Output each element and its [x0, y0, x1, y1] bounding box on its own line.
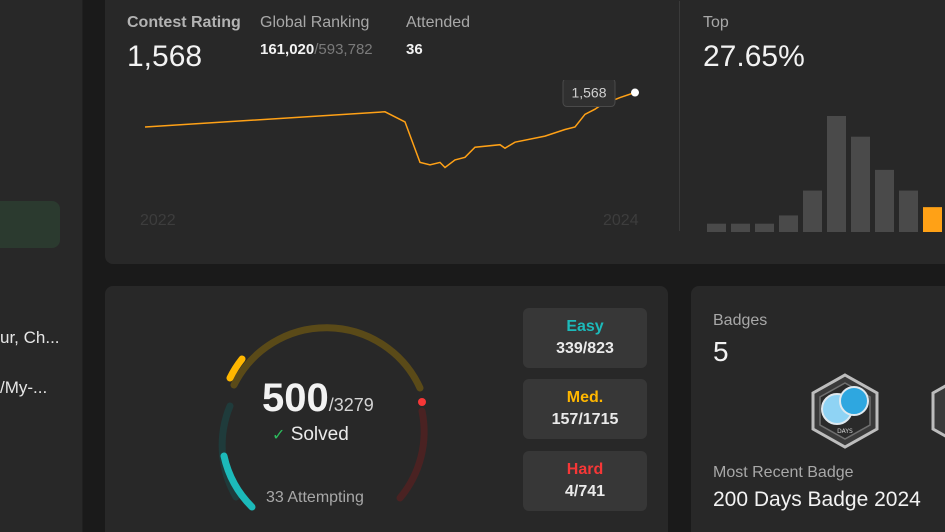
contest-rating-card: Contest Rating 1,568 Global Ranking 161,… — [105, 0, 945, 264]
badges-label: Badges — [713, 312, 768, 329]
global-ranking-value: 161,020/593,782 — [260, 41, 373, 58]
hard-label: Hard — [566, 461, 604, 478]
distribution-bar — [899, 190, 918, 232]
chart-year-start: 2022 — [140, 212, 176, 229]
distribution-bar — [755, 223, 774, 232]
contest-rating-value: 1,568 — [127, 40, 203, 73]
medium-label: Med. — [566, 389, 604, 406]
rating-tooltip: 1,568 — [562, 80, 616, 108]
check-icon: ✓ — [272, 427, 286, 444]
easy-progress — [220, 452, 256, 511]
rating-current-point — [631, 88, 639, 97]
solved-label-row: ✓ Solved — [272, 424, 349, 446]
easy-label: Easy — [566, 318, 604, 335]
badge-icon-partial[interactable] — [929, 373, 945, 449]
sidebar-action-button[interactable] — [0, 201, 60, 248]
solved-progress-ring — [218, 324, 428, 511]
sidebar: ur, Ch... /My-... — [0, 0, 83, 532]
easy-stat[interactable]: Easy 339/823 — [523, 308, 647, 368]
distribution-bar — [827, 116, 846, 232]
medium-stat[interactable]: Med. 157/1715 — [523, 379, 647, 439]
easy-track — [218, 402, 240, 501]
distribution-bar — [803, 190, 822, 232]
distribution-bar — [875, 169, 894, 232]
distribution-bar — [731, 223, 750, 232]
hard-track — [396, 407, 428, 502]
distribution-bar — [707, 223, 726, 232]
contest-rating-label: Contest Rating — [127, 14, 241, 31]
medium-value: 157/1715 — [551, 411, 619, 428]
top-percent-label: Top — [703, 14, 729, 31]
days-badge-icon[interactable]: DAYS — [809, 373, 881, 449]
sidebar-link-2[interactable]: /My-... — [0, 378, 48, 397]
rating-line-chart: 1,568 — [144, 80, 639, 169]
hard-value: 4/741 — [564, 483, 606, 500]
distribution-bar — [779, 215, 798, 232]
global-ranking-label: Global Ranking — [260, 14, 370, 31]
hard-stat[interactable]: Hard 4/741 — [523, 451, 647, 511]
divider — [679, 1, 680, 231]
rating-tooltip-text: 1,568 — [571, 85, 606, 101]
solved-label: Solved — [290, 424, 349, 445]
badges-card: Badges 5 DAYS Most Recent Badge 200 Days… — [691, 286, 945, 532]
recent-badge-label: Most Recent Badge — [713, 464, 854, 481]
hard-progress-dot — [418, 398, 426, 406]
solved-total: /3279 — [328, 395, 374, 415]
distribution-bar — [923, 207, 942, 232]
solved-problems-card: 500/3279 ✓ Solved 33 Attempting Easy 339… — [105, 286, 668, 532]
attended-label: Attended — [406, 14, 471, 31]
distribution-bar — [851, 136, 870, 232]
solved-count: 500/3279 — [262, 376, 374, 421]
chart-year-end: 2024 — [603, 212, 639, 229]
medium-track — [230, 324, 424, 392]
recent-badge-name: 200 Days Badge 2024 — [713, 488, 921, 511]
sidebar-link-1[interactable]: ur, Ch... — [0, 328, 60, 347]
rating-line — [144, 91, 636, 169]
rating-distribution-chart — [707, 116, 942, 232]
top-percent-value: 27.65% — [703, 40, 805, 73]
medium-progress — [226, 355, 246, 382]
easy-value: 339/823 — [556, 340, 614, 357]
badges-count: 5 — [713, 336, 729, 367]
attended-value: 36 — [406, 41, 423, 58]
solved-number: 500 — [262, 376, 329, 420]
badge-days-text: DAYS — [837, 428, 853, 435]
attempting-count: 33 Attempting — [266, 489, 364, 506]
